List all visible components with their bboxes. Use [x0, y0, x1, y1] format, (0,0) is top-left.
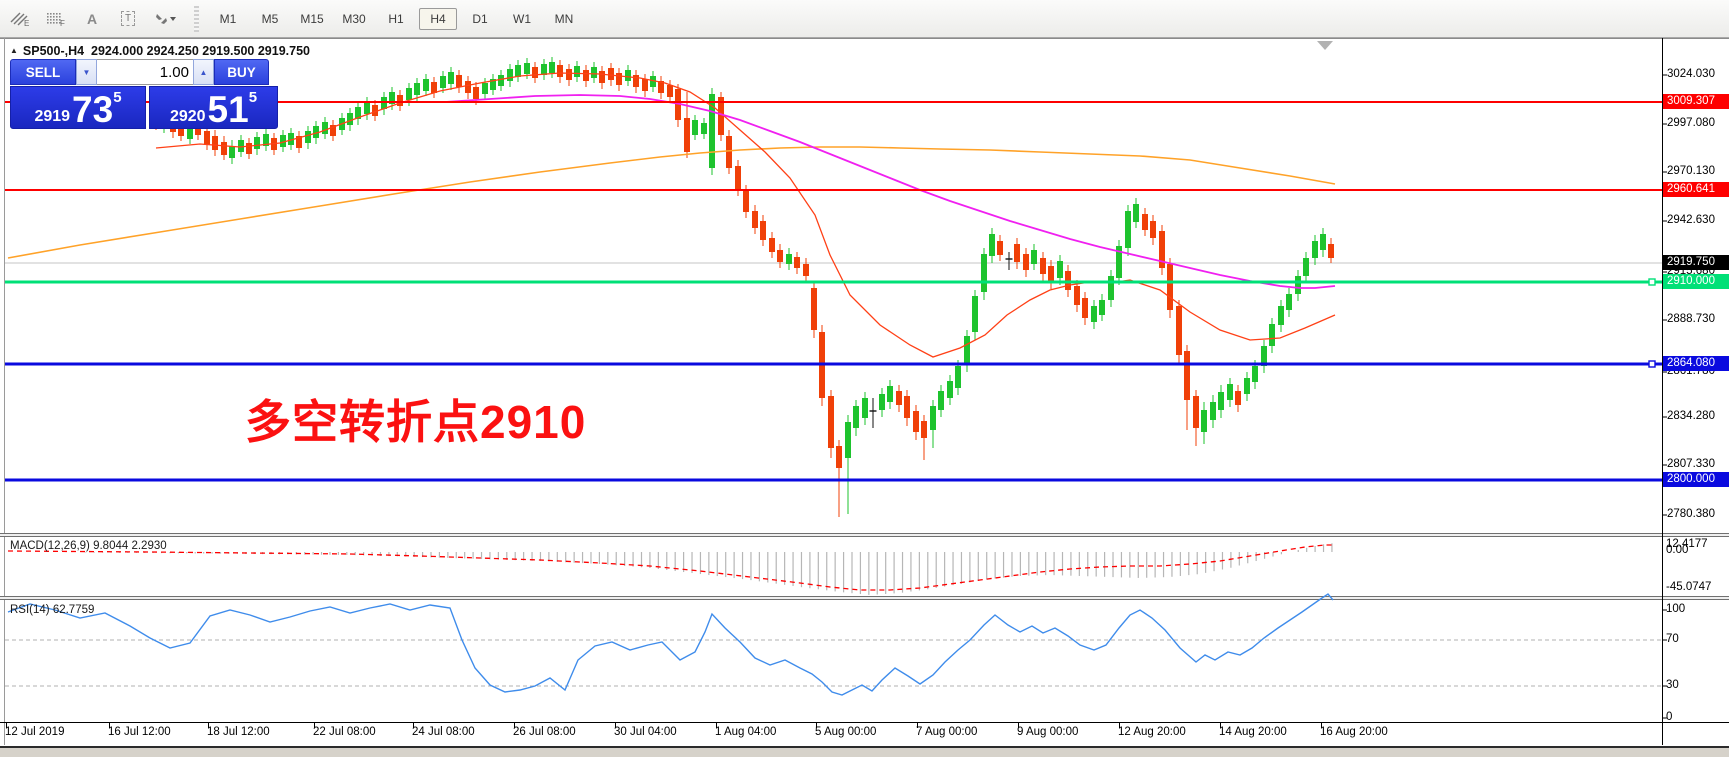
price-tick-label: 3024.030	[1667, 68, 1715, 80]
sell-button[interactable]: SELL	[10, 59, 76, 85]
buy-price-pips: 51	[207, 88, 249, 130]
timeframe-h1[interactable]: H1	[388, 11, 404, 26]
timeframe-m30[interactable]: M30	[342, 11, 366, 26]
price-tick-label: 2834.280	[1667, 410, 1715, 422]
price-tick-label: 2780.380	[1667, 508, 1715, 520]
price-badge: 2910.000	[1663, 274, 1729, 289]
window-bottom-edge	[0, 746, 1729, 757]
rsi-tick-label: 70	[1666, 633, 1679, 645]
time-tick-label: 16 Aug 20:00	[1320, 726, 1388, 738]
timeframe-mn[interactable]: MN	[554, 11, 574, 26]
arrow-tools-icon[interactable]	[148, 4, 180, 34]
price-badge: 2800.000	[1663, 472, 1729, 487]
buy-price-fraction: 5	[248, 89, 258, 106]
time-tick-label: 22 Jul 08:00	[313, 726, 376, 738]
time-tick-label: 16 Jul 12:00	[108, 726, 171, 738]
buy-price-integer: 2920	[169, 108, 206, 125]
annotation-text[interactable]: 多空转折点2910	[245, 396, 587, 448]
price-tick-label: 2997.080	[1667, 117, 1715, 129]
price-tick-label: 2807.330	[1667, 458, 1715, 470]
text-frame-icon[interactable]: T	[112, 4, 144, 34]
macd-label: MACD(12,26,9) 9.8044 2.2930	[10, 540, 167, 552]
rsi-tick-label: 30	[1666, 679, 1679, 691]
text-label-icon[interactable]: A	[86, 10, 98, 27]
chart-area[interactable]: ▲ SP500-,H4 2924.000 2924.250 2919.500 29…	[0, 38, 1729, 746]
volume-input[interactable]	[97, 59, 193, 85]
macd-tick-label: 0.00	[1666, 544, 1689, 556]
time-tick-label: 18 Jul 12:00	[207, 726, 270, 738]
timeframe-m5[interactable]: M5	[261, 11, 279, 26]
time-tick-label: 30 Jul 04:00	[614, 726, 677, 738]
time-tick-label: 9 Aug 00:00	[1017, 726, 1079, 738]
timeframe-m15[interactable]: M15	[300, 11, 324, 26]
sell-price-display[interactable]: 2919 73 5	[10, 86, 146, 129]
svg-text:F: F	[60, 19, 65, 27]
ohlc-values: 2924.000 2924.250 2919.500 2919.750	[91, 44, 310, 58]
timeframe-m1[interactable]: M1	[219, 11, 237, 26]
price-tick-label: 2888.730	[1667, 313, 1715, 325]
price-chart-canvas[interactable]	[0, 38, 1729, 746]
rsi-tick-label: 0	[1666, 711, 1673, 723]
fibo-grid-icon[interactable]: F	[40, 4, 72, 34]
volume-increase-button[interactable]: ▲	[193, 59, 214, 85]
timeframe-buttons: M1 M5 M15 M30 H1 H4 D1 W1 MN	[207, 7, 585, 30]
sell-price-pips: 73	[72, 88, 114, 130]
time-tick-label: 12 Aug 20:00	[1118, 726, 1186, 738]
timeframe-h4[interactable]: H4	[419, 7, 457, 30]
volume-decrease-button[interactable]: ▼	[76, 59, 97, 85]
pattern-tool-icon[interactable]: E	[4, 4, 36, 34]
time-tick-label: 7 Aug 00:00	[916, 726, 978, 738]
price-badge: 2919.750	[1663, 255, 1729, 270]
price-tick-label: 2942.630	[1667, 214, 1715, 226]
chart-shift-marker-icon[interactable]	[1317, 41, 1333, 50]
buy-button[interactable]: BUY	[214, 59, 269, 85]
macd-tick-label: 12.4177	[1666, 538, 1708, 550]
price-badge: 2864.080	[1663, 356, 1729, 371]
toolbar-divider	[194, 5, 199, 32]
buy-price-display[interactable]: 2920 51 5	[149, 86, 278, 129]
svg-text:E: E	[24, 19, 29, 27]
rsi-tick-label: 100	[1666, 603, 1686, 615]
price-badge: 2960.641	[1663, 182, 1729, 197]
chart-title: ▲ SP500-,H4 2924.000 2924.250 2919.500 29…	[10, 44, 310, 58]
sell-price-fraction: 5	[113, 89, 122, 106]
sell-price-integer: 2919	[34, 108, 71, 125]
time-tick-label: 1 Aug 04:00	[715, 726, 777, 738]
rsi-label: RSI(14) 62.7759	[10, 604, 95, 616]
time-tick-label: 24 Jul 08:00	[412, 726, 475, 738]
timeframe-d1[interactable]: D1	[472, 11, 488, 26]
collapse-arrow-icon[interactable]: ▲	[10, 46, 18, 55]
time-tick-label: 14 Aug 20:00	[1219, 726, 1287, 738]
time-tick-label: 12 Jul 2019	[5, 726, 65, 738]
price-badge: 3009.307	[1663, 94, 1729, 109]
one-click-trade-panel: SELL ▼ ▲ BUY 2919 73 5 2920 51 5	[10, 59, 278, 129]
price-tick-label: 2970.130	[1667, 165, 1715, 177]
time-tick-label: 26 Jul 08:00	[513, 726, 576, 738]
symbol-label: SP500-,H4	[22, 44, 85, 58]
macd-tick-label: -45.0747	[1666, 581, 1712, 593]
time-tick-label: 5 Aug 00:00	[815, 726, 877, 738]
timeframe-w1[interactable]: W1	[513, 11, 531, 26]
